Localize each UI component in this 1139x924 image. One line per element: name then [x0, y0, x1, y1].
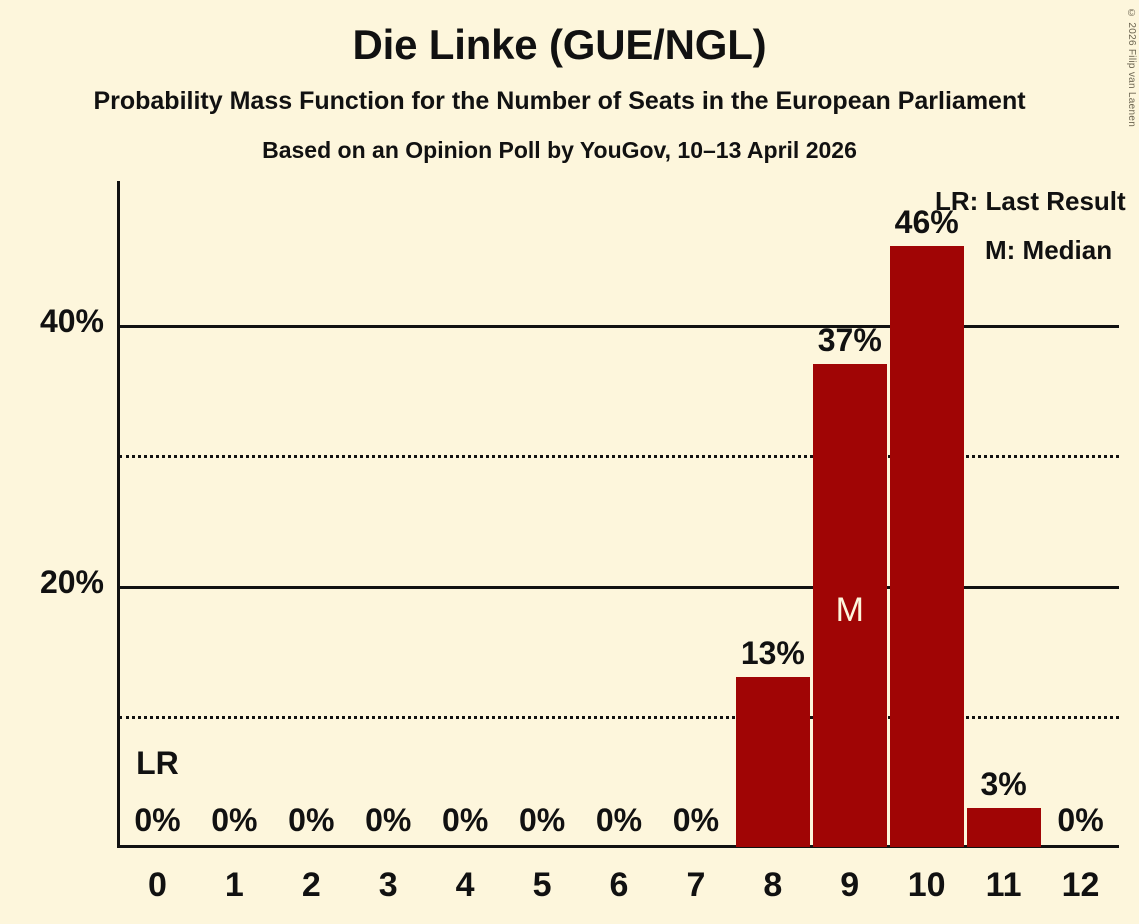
- x-tick-label-0: 0: [147, 866, 167, 904]
- x-tick-label-11: 11: [985, 866, 1022, 904]
- x-tick-label-4: 4: [455, 866, 475, 904]
- bar-value-label-6: 0%: [595, 802, 643, 838]
- x-tick-label-3: 3: [378, 866, 398, 904]
- chart-subtitle: Probability Mass Function for the Number…: [93, 87, 1026, 115]
- bar-value-label-1: 0%: [211, 802, 258, 838]
- median-marker: M: [835, 591, 864, 629]
- bar-value-label-9: 37%: [817, 321, 882, 358]
- y-tick-label-20: 20%: [39, 563, 104, 600]
- bar-value-label-8: 13%: [740, 635, 805, 672]
- bar-value-label-10: 46%: [894, 204, 959, 241]
- x-tick-label-9: 9: [840, 866, 860, 904]
- bar-value-label-0: 0%: [134, 802, 181, 838]
- bar-value-label-4: 0%: [442, 802, 489, 838]
- legend-last-result: LR: Last Result: [935, 186, 1126, 216]
- bar-value-label-12: 0%: [1057, 802, 1104, 838]
- bar-seat-9: [812, 363, 887, 847]
- chart-title: Die Linke (GUE/NGL): [352, 21, 767, 68]
- bar-value-label-3: 0%: [365, 802, 412, 838]
- x-axis-line: [117, 845, 1119, 848]
- x-tick-label-7: 7: [686, 866, 706, 904]
- bar-seat-8: [735, 677, 810, 847]
- gridline-20: [119, 585, 1119, 589]
- gridline-40: [119, 324, 1119, 328]
- bar-value-label-2: 0%: [288, 802, 335, 838]
- bar-value-label-5: 0%: [518, 802, 566, 838]
- plot-area: [119, 181, 1119, 847]
- x-tick-label-5: 5: [532, 866, 552, 904]
- chart-source-note: Based on an Opinion Poll by YouGov, 10–1…: [262, 137, 857, 163]
- legend-median: M: Median: [985, 235, 1113, 265]
- gridline-30: [119, 455, 1119, 459]
- last-result-marker: LR: [136, 745, 179, 781]
- bar-value-label-11: 3%: [980, 765, 1027, 802]
- x-tick-label-10: 10: [907, 866, 946, 904]
- x-tick-label-2: 2: [301, 866, 321, 904]
- y-tick-label-40: 40%: [39, 302, 104, 339]
- bar-value-label-7: 0%: [672, 802, 720, 838]
- x-tick-label-12: 12: [1061, 866, 1100, 904]
- x-tick-label-6: 6: [609, 866, 629, 904]
- copyright-notice: © 2026 Filip van Laenen: [1126, 8, 1137, 128]
- y-axis-line: [117, 181, 120, 848]
- gridline-10: [119, 716, 1119, 720]
- bar-seat-10: [889, 246, 964, 847]
- x-tick-label-8: 8: [763, 866, 783, 904]
- x-tick-label-1: 1: [224, 866, 244, 904]
- bar-seat-11: [966, 807, 1041, 847]
